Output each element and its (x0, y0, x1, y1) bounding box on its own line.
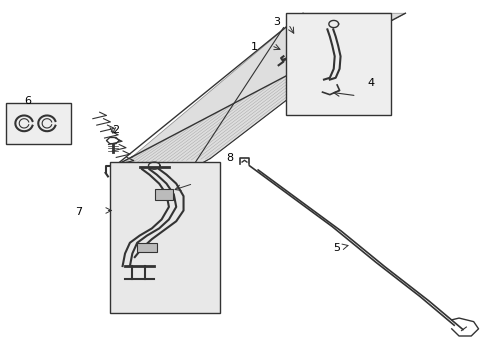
Text: 7: 7 (75, 207, 82, 217)
Bar (285, 13, 390, 116)
Text: 3: 3 (272, 17, 279, 27)
Text: 4: 4 (367, 78, 374, 88)
Bar (155, 189, 172, 200)
Polygon shape (115, 13, 405, 169)
Text: 6: 6 (24, 96, 31, 106)
Bar (137, 243, 157, 252)
Text: 2: 2 (111, 125, 119, 135)
Bar (5, 103, 71, 144)
Text: 5: 5 (333, 243, 340, 253)
Text: 8: 8 (226, 153, 233, 163)
Bar (110, 162, 220, 313)
Text: 1: 1 (250, 42, 257, 52)
